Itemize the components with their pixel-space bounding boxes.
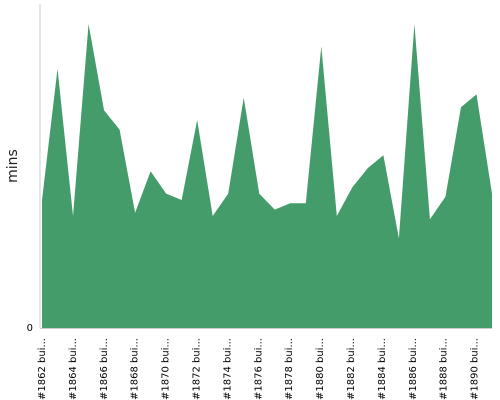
- x-tick-label: #1888 bui...: [439, 338, 450, 400]
- area-series: [42, 24, 492, 328]
- x-tick-label: #1878 bui...: [284, 338, 295, 400]
- x-tick-label: #1890 bui...: [470, 338, 481, 400]
- x-tick-label: #1872 bui...: [192, 338, 203, 400]
- x-tick-label: #1868 bui...: [130, 338, 141, 400]
- axes: [39, 4, 492, 329]
- x-tick-label: #1874 bui...: [222, 338, 233, 400]
- plot-area: [42, 24, 492, 328]
- x-tick-label: #1862 bui...: [37, 338, 48, 400]
- x-tick-label: #1864 bui...: [68, 338, 79, 400]
- x-tick-label: #1870 bui...: [161, 338, 172, 400]
- x-tick-label: #1876 bui...: [253, 338, 264, 400]
- x-tick-label: #1882 bui...: [346, 338, 357, 400]
- x-tick-label: #1880 bui...: [315, 338, 326, 400]
- y-tick-label: 0: [27, 323, 33, 334]
- x-tick-label: #1886 bui...: [408, 338, 419, 400]
- y-axis-title: mins: [5, 149, 21, 183]
- x-tick-label: #1884 bui...: [377, 338, 388, 400]
- x-tick-labels: #1862 bui... #1864 bui... #1866 bui... #186…: [37, 338, 481, 400]
- x-tick-label: #1866 bui...: [99, 338, 110, 400]
